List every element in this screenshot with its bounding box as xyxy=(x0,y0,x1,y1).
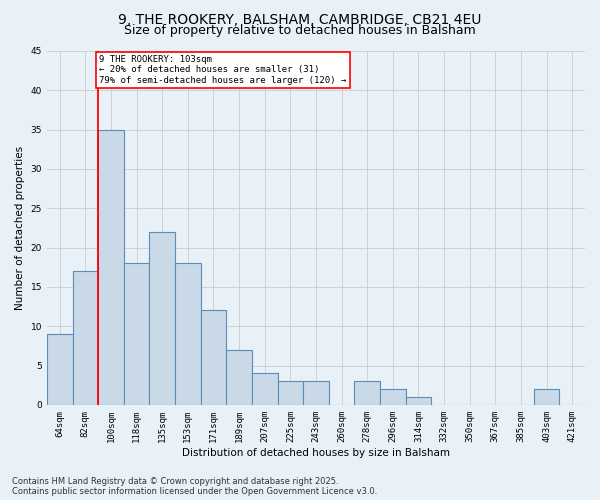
Bar xyxy=(124,264,149,405)
Text: Contains HM Land Registry data © Crown copyright and database right 2025.
Contai: Contains HM Land Registry data © Crown c… xyxy=(12,476,377,496)
Bar xyxy=(98,130,124,405)
Y-axis label: Number of detached properties: Number of detached properties xyxy=(15,146,25,310)
Bar xyxy=(149,232,175,405)
Bar xyxy=(200,310,226,405)
Text: 9, THE ROOKERY, BALSHAM, CAMBRIDGE, CB21 4EU: 9, THE ROOKERY, BALSHAM, CAMBRIDGE, CB21… xyxy=(118,12,482,26)
Bar xyxy=(406,397,431,405)
Bar xyxy=(47,334,73,405)
Bar xyxy=(73,271,98,405)
Bar xyxy=(226,350,252,405)
Bar xyxy=(175,264,200,405)
Bar xyxy=(380,389,406,405)
Text: 9 THE ROOKERY: 103sqm
← 20% of detached houses are smaller (31)
79% of semi-deta: 9 THE ROOKERY: 103sqm ← 20% of detached … xyxy=(100,55,347,84)
X-axis label: Distribution of detached houses by size in Balsham: Distribution of detached houses by size … xyxy=(182,448,450,458)
Bar xyxy=(252,374,278,405)
Bar xyxy=(303,381,329,405)
Bar xyxy=(278,381,303,405)
Bar xyxy=(355,381,380,405)
Text: Size of property relative to detached houses in Balsham: Size of property relative to detached ho… xyxy=(124,24,476,37)
Bar xyxy=(534,389,559,405)
